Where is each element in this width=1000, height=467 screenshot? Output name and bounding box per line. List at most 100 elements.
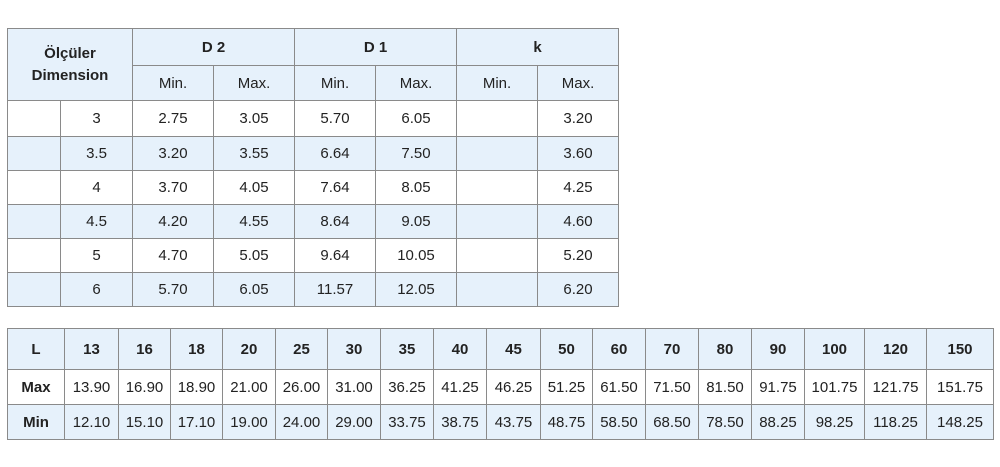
cell	[7, 238, 61, 273]
cell: 4.20	[132, 204, 214, 239]
cell: 148.25	[926, 404, 994, 440]
header: 90	[751, 328, 805, 370]
header: 20	[222, 328, 276, 370]
cell: 15.10	[118, 404, 171, 440]
cell: 3.55	[213, 136, 295, 171]
cell: 3	[60, 100, 133, 137]
header: 70	[645, 328, 699, 370]
cell: 46.25	[486, 369, 541, 405]
cell: 10.05	[375, 238, 457, 273]
cell: 71.50	[645, 369, 699, 405]
cell	[456, 100, 538, 137]
cell	[7, 136, 61, 171]
header-text: Dimension	[31, 66, 109, 84]
cell: 3.20	[537, 100, 619, 137]
cell: 4.25	[537, 170, 619, 205]
cell	[7, 204, 61, 239]
cell: 4.70	[132, 238, 214, 273]
cell: 26.00	[275, 369, 328, 405]
cell: 118.25	[864, 404, 927, 440]
cell: 18.90	[170, 369, 223, 405]
cell: 41.25	[433, 369, 487, 405]
cell	[7, 170, 61, 205]
cell: 3.20	[132, 136, 214, 171]
header: 80	[698, 328, 752, 370]
cell: 5.20	[537, 238, 619, 273]
cell: 3.60	[537, 136, 619, 171]
data-row: 4.5 4.20 4.55 8.64 9.05 4.60	[7, 204, 619, 239]
cell	[456, 204, 538, 239]
cell	[456, 272, 538, 307]
cell: 43.75	[486, 404, 541, 440]
cell: 51.25	[540, 369, 593, 405]
cell: 29.00	[327, 404, 381, 440]
length-table: L 13 16 18 20 25 30 35 40 45 50 60 70 80 90 100 120 150 Ma…	[7, 328, 994, 440]
subheader-row: Min. Max. Min. Max. Min. Max.	[7, 65, 619, 101]
cell: 31.00	[327, 369, 381, 405]
cell: 12.05	[375, 272, 457, 307]
subheader: Min.	[456, 65, 538, 101]
cell: 48.75	[540, 404, 593, 440]
header: 100	[804, 328, 865, 370]
cell: 58.50	[592, 404, 646, 440]
cell: 121.75	[864, 369, 927, 405]
cell: 5	[60, 238, 133, 273]
cell: 12.10	[64, 404, 119, 440]
cell: 17.10	[170, 404, 223, 440]
cell: 98.25	[804, 404, 865, 440]
cell: 3.70	[132, 170, 214, 205]
header: 16	[118, 328, 171, 370]
cell: 5.70	[294, 100, 376, 137]
data-row: Min 12.10 15.10 17.10 19.00 24.00 29.00 33.75 38…	[7, 404, 994, 440]
cell: 4.55	[213, 204, 295, 239]
cell: 6.05	[375, 100, 457, 137]
cell: 88.25	[751, 404, 805, 440]
data-row: 6 5.70 6.05 11.57 12.05 6.20	[7, 272, 619, 307]
cell: 4.60	[537, 204, 619, 239]
cell: 91.75	[751, 369, 805, 405]
cell: 4.05	[213, 170, 295, 205]
cell: 7.64	[294, 170, 376, 205]
header: 18	[170, 328, 223, 370]
subheader: Max.	[375, 65, 457, 101]
subheader: Max.	[537, 65, 619, 101]
cell: 9.64	[294, 238, 376, 273]
header: 60	[592, 328, 646, 370]
group-header: k	[456, 28, 619, 66]
cell	[456, 170, 538, 205]
header: 13	[64, 328, 119, 370]
row-label: Max	[7, 369, 65, 405]
cell: 36.25	[380, 369, 434, 405]
cell: 4	[60, 170, 133, 205]
cell: 13.90	[64, 369, 119, 405]
cell: 6.20	[537, 272, 619, 307]
group-header: D 1	[294, 28, 457, 66]
header-text: Ölçüler	[44, 44, 96, 62]
cell: 2.75	[132, 100, 214, 137]
cell: 9.05	[375, 204, 457, 239]
cell	[7, 272, 61, 307]
cell: 101.75	[804, 369, 865, 405]
cell: 11.57	[294, 272, 376, 307]
cell: 38.75	[433, 404, 487, 440]
subheader: Min.	[132, 65, 214, 101]
header: 50	[540, 328, 593, 370]
header: 40	[433, 328, 487, 370]
cell: 6	[60, 272, 133, 307]
cell: 5.70	[132, 272, 214, 307]
cell	[7, 100, 61, 137]
cell: 6.05	[213, 272, 295, 307]
cell: 21.00	[222, 369, 276, 405]
header: L	[7, 328, 65, 370]
header: 150	[926, 328, 994, 370]
subheader: Max.	[213, 65, 295, 101]
cell	[456, 136, 538, 171]
cell: 16.90	[118, 369, 171, 405]
header: 35	[380, 328, 434, 370]
data-row: 3.5 3.20 3.55 6.64 7.50 3.60	[7, 136, 619, 171]
cell: 19.00	[222, 404, 276, 440]
data-row: Max 13.90 16.90 18.90 21.00 26.00 31.00 36.25 41…	[7, 369, 994, 405]
